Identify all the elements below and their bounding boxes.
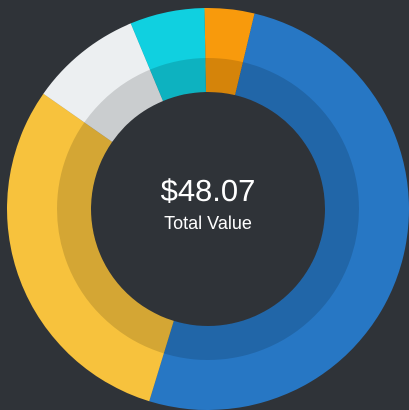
donut-segment [149,13,409,410]
center-label: Total Value [164,213,252,233]
donut-segment [6,93,174,402]
center-value: $48.07 [161,173,256,208]
segments [6,8,409,410]
donut-segment [204,8,255,96]
inner-shade [57,58,359,360]
donut-segment [130,8,206,101]
donut-segment [43,23,164,142]
